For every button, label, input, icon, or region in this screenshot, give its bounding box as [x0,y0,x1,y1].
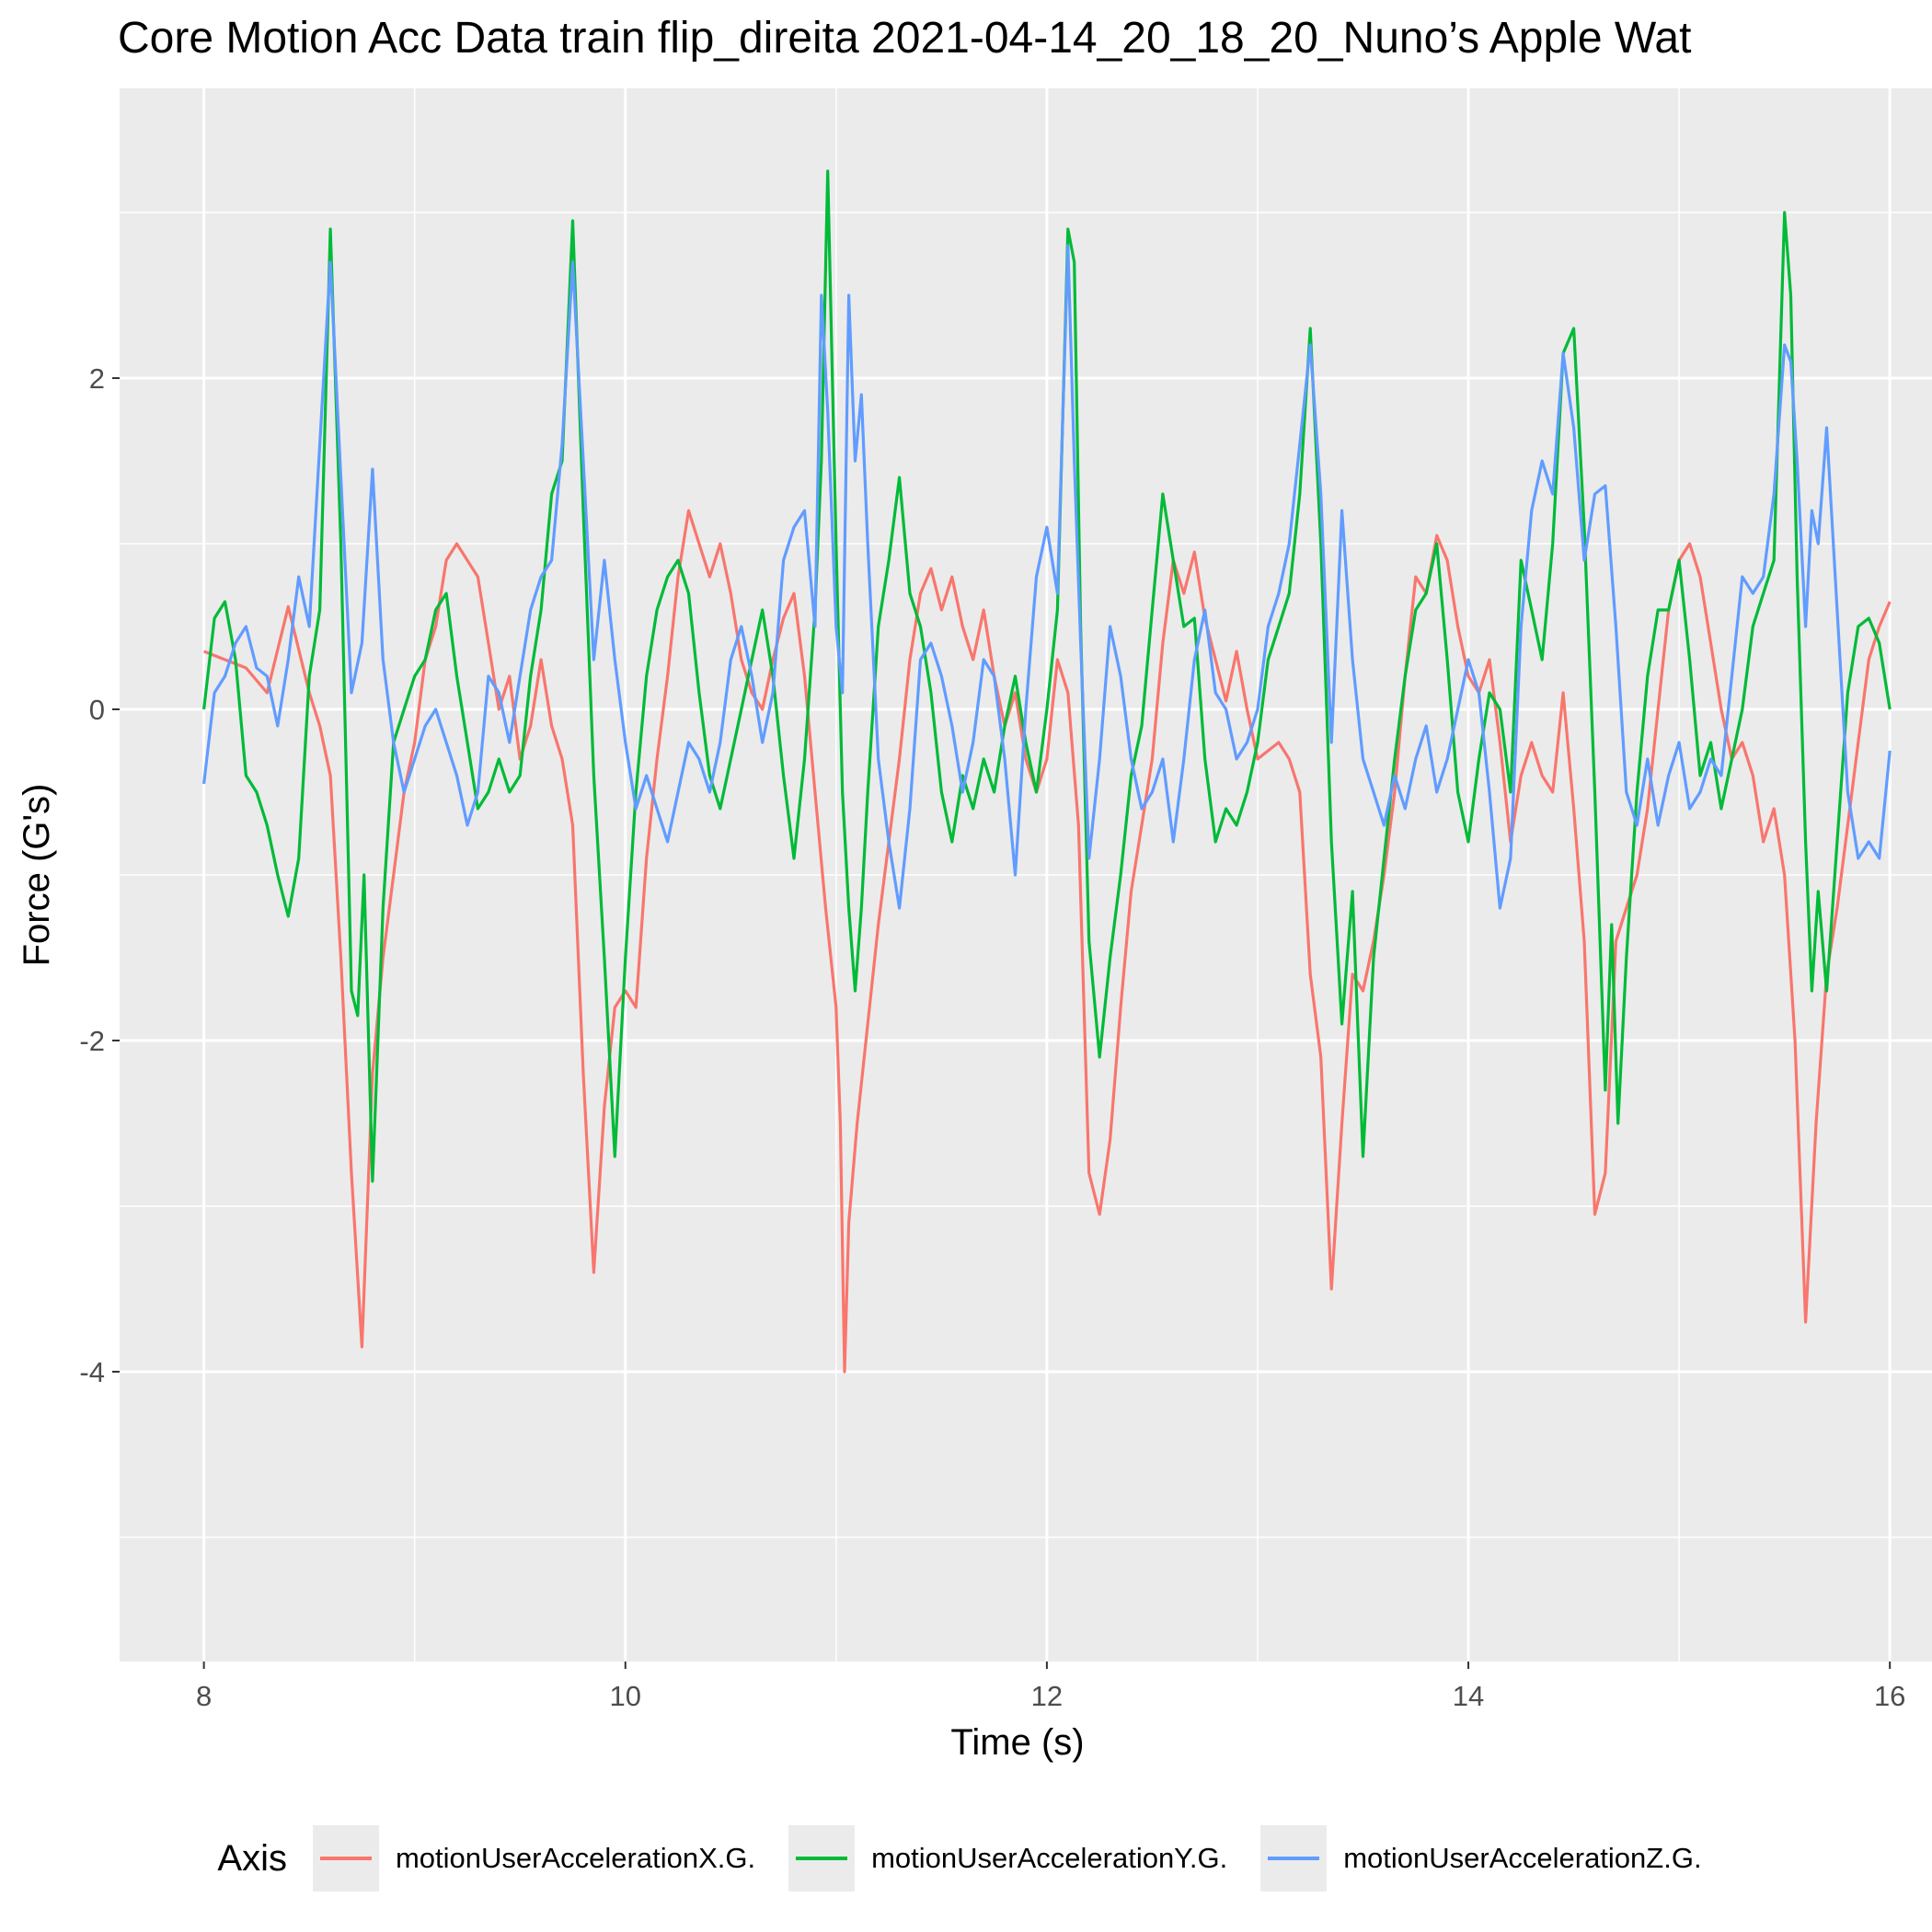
x-tick-label: 8 [196,1680,212,1712]
major-gridlines [120,88,1932,1662]
legend-label-y: motionUserAccelerationY.G. [871,1842,1228,1874]
legend-swatch-x [319,1857,372,1860]
x-tick-label: 10 [610,1680,641,1712]
legend-item-y: motionUserAccelerationY.G. [788,1825,1227,1892]
series-line-z [202,244,1892,910]
y-tick-label: -4 [79,1356,105,1388]
series-line-x [203,509,1892,1374]
legend-key-z [1260,1825,1328,1892]
y-tick-label: 0 [89,694,105,726]
x-axis-title: Time (s) [950,1722,1084,1763]
x-tick-label: 14 [1453,1680,1484,1712]
legend-item-x: motionUserAccelerationX.G. [312,1825,756,1892]
y-axis-ticks: -4 -2 0 2 [79,362,120,1388]
legend-swatch-y [796,1857,848,1860]
y-tick-label: -2 [79,1025,105,1057]
minor-gridlines [120,88,1932,1662]
x-axis-ticks: 8 10 12 14 16 [196,1662,1905,1712]
y-axis-title: Force (G's) [17,784,57,967]
legend-item-z: motionUserAccelerationZ.G. [1260,1825,1702,1892]
series-line-y [202,169,1892,1183]
legend: Axis motionUserAccelerationX.G. motionUs… [0,1822,1932,1895]
x-tick-label: 16 [1874,1680,1905,1712]
legend-key-y [788,1825,856,1892]
chart-title: Core Motion Acc Data train flip_direita … [118,14,1692,63]
legend-key-x [312,1825,379,1892]
y-tick-label: 2 [89,362,105,395]
x-tick-label: 12 [1031,1680,1063,1712]
legend-label-z: motionUserAccelerationZ.G. [1343,1842,1702,1874]
legend-swatch-z [1268,1857,1320,1860]
legend-title: Axis [217,1837,287,1879]
legend-label-x: motionUserAccelerationX.G. [395,1842,756,1874]
series-lines [202,169,1892,1374]
